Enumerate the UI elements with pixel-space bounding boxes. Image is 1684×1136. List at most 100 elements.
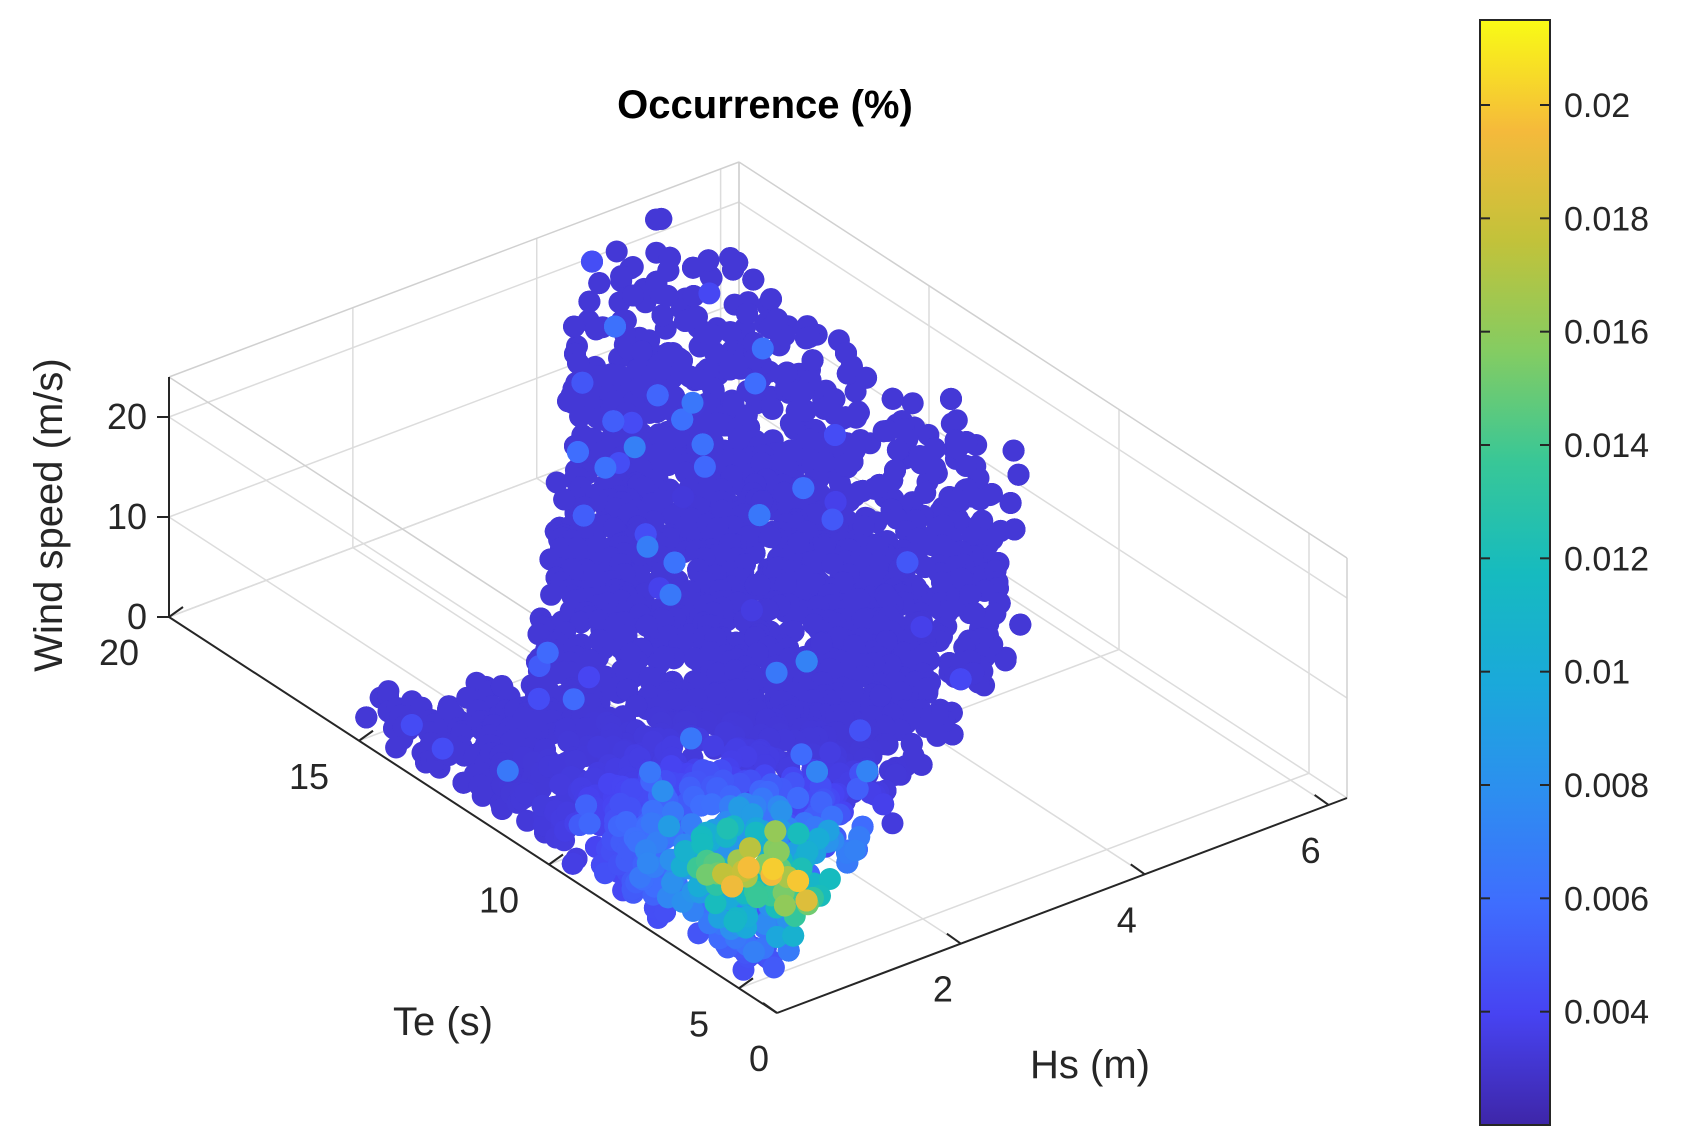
scatter-points [355, 207, 1032, 981]
data-point [774, 572, 797, 595]
data-point [749, 574, 771, 597]
data-point [680, 727, 703, 750]
data-point [876, 586, 899, 609]
data-point [844, 839, 867, 862]
data-point [823, 388, 846, 410]
data-point [569, 405, 592, 428]
data-point [914, 715, 937, 738]
data-point [876, 419, 899, 442]
data-point [823, 403, 846, 426]
data-point [636, 615, 658, 637]
data-point [792, 380, 815, 403]
data-point [881, 812, 904, 835]
data-point [770, 800, 793, 823]
data-point [824, 424, 846, 446]
data-point [869, 684, 892, 707]
data-point [702, 735, 725, 757]
data-point [663, 551, 686, 574]
data-point [719, 247, 742, 270]
data-point [761, 397, 784, 420]
data-point [377, 680, 400, 703]
data-point [650, 207, 673, 230]
data-point [602, 410, 625, 433]
data-point [841, 450, 864, 473]
data-point [636, 852, 659, 875]
data-point [760, 288, 782, 311]
data-point [536, 641, 559, 664]
data-point [879, 653, 902, 676]
data-point [553, 488, 576, 511]
data-point [1009, 613, 1032, 636]
data-point [400, 714, 423, 736]
data-point [607, 364, 630, 386]
box-edge [168, 161, 740, 378]
data-point [563, 315, 586, 338]
data-point [681, 391, 704, 414]
data-point [968, 488, 991, 511]
data-point [562, 688, 585, 711]
data-point [656, 284, 679, 307]
data-point [775, 361, 798, 384]
data-point [620, 411, 643, 434]
data-point [901, 392, 924, 415]
data-point [605, 240, 628, 263]
data-point [896, 551, 919, 574]
data-point [571, 371, 594, 394]
data-point [726, 353, 749, 376]
data-point [790, 743, 813, 766]
data-point [691, 433, 714, 456]
data-point [803, 503, 826, 526]
data-point [944, 429, 967, 452]
data-point [750, 451, 773, 474]
data-point [923, 437, 946, 460]
data-point [994, 649, 1017, 672]
data-point [610, 265, 633, 288]
data-point [910, 452, 933, 475]
data-point [949, 668, 972, 691]
data-point [651, 304, 674, 327]
data-point [693, 455, 716, 478]
data-point [594, 456, 617, 479]
data-point [806, 760, 828, 783]
data-point [914, 481, 937, 504]
data-point [931, 571, 953, 594]
grid-line [168, 201, 740, 418]
data-point [757, 599, 780, 621]
data-point [813, 451, 835, 473]
data-point [659, 583, 682, 606]
data-point [801, 349, 824, 372]
data-point [578, 666, 600, 689]
data-point [527, 687, 550, 710]
data-point [766, 308, 789, 331]
data-point [698, 282, 721, 305]
data-point [667, 425, 690, 448]
data-point [910, 616, 933, 638]
data-point [687, 368, 710, 391]
data-point [557, 390, 580, 413]
data-point [651, 780, 674, 803]
data-point [881, 387, 904, 410]
data-point [852, 515, 875, 538]
data-point [636, 535, 659, 558]
data-point [572, 504, 595, 527]
data-point [856, 760, 879, 783]
data-point [744, 372, 767, 395]
data-point [639, 761, 662, 784]
data-point [578, 812, 601, 835]
data-point [581, 250, 603, 273]
data-point [847, 401, 870, 424]
data-point [657, 259, 680, 282]
data-point [719, 321, 742, 344]
data-point [545, 471, 568, 494]
data-point [932, 514, 955, 537]
data-point [623, 436, 646, 459]
data-point [940, 387, 962, 410]
data-point [567, 352, 590, 375]
data-point [840, 355, 863, 378]
data-point [940, 412, 963, 435]
data-point [959, 584, 982, 607]
data-point [742, 268, 765, 291]
grid-line [738, 772, 1310, 989]
data-point [759, 526, 782, 549]
data-point [946, 489, 969, 512]
